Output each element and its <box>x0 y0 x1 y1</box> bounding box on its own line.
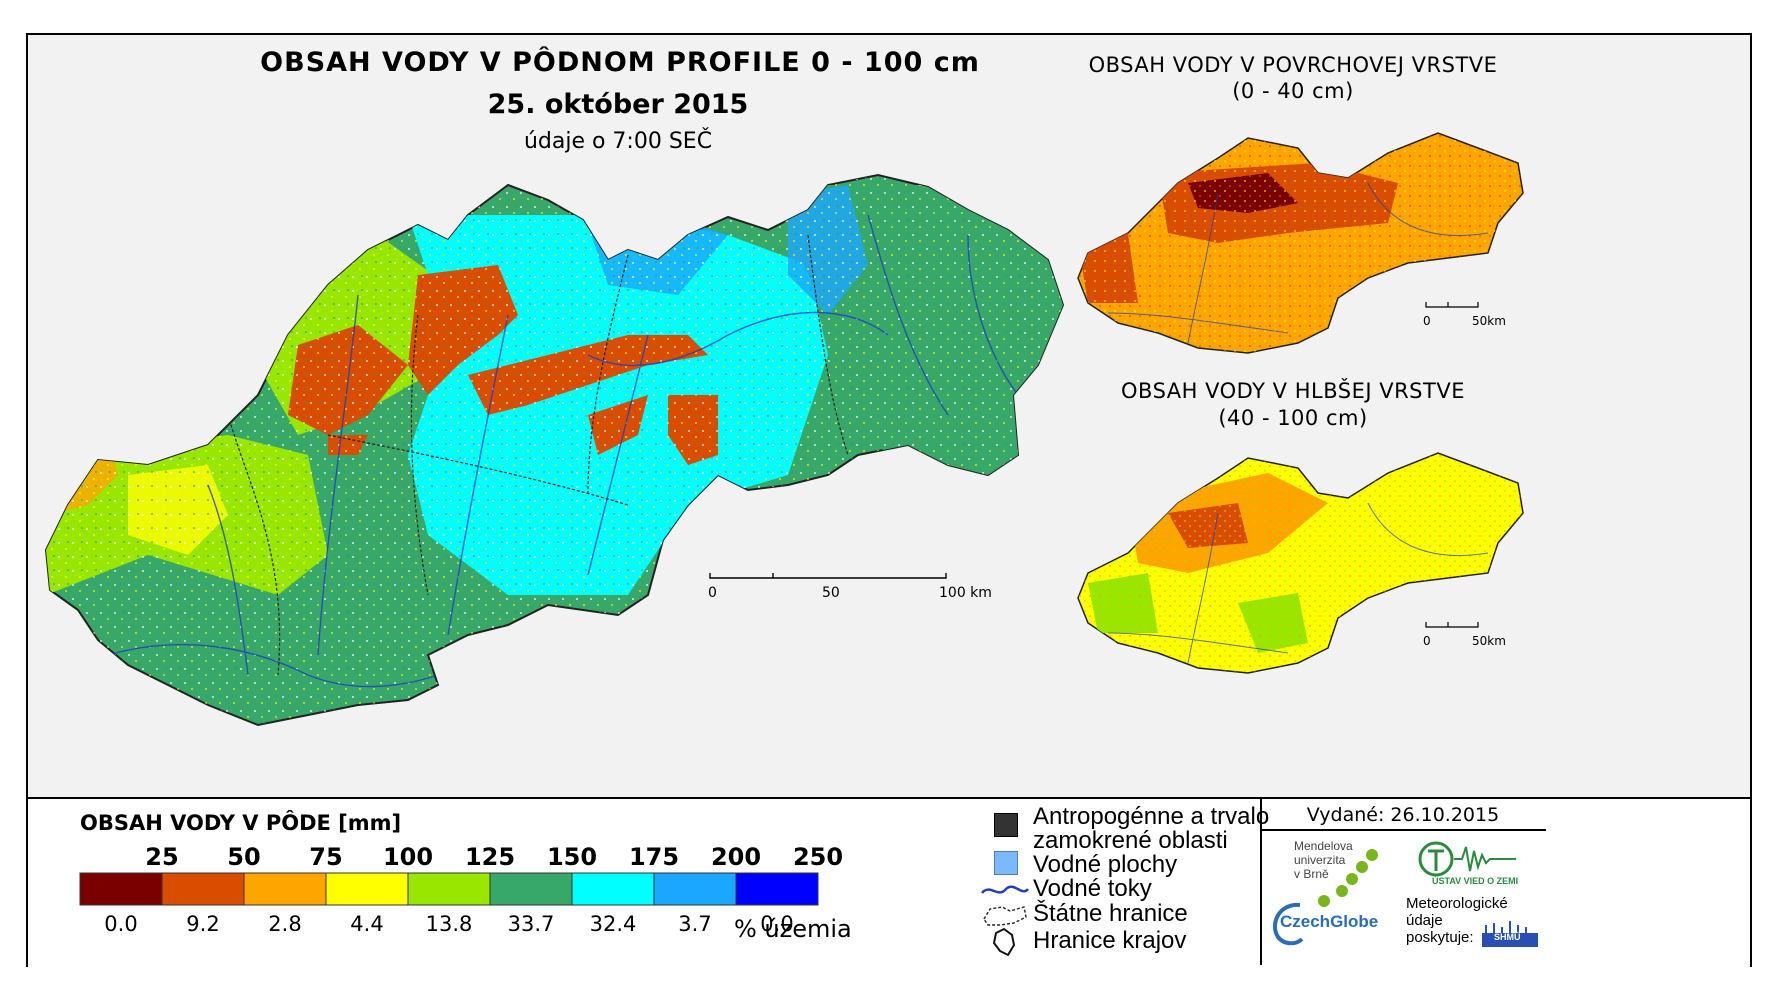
issued-divider <box>1260 829 1546 831</box>
legend-break-9: 250 <box>793 843 843 871</box>
inset-bottom-title-line1: OBSAH VODY V HLBŠEJ VRSTVE <box>1121 379 1465 403</box>
legend-swatch-3 <box>243 872 327 906</box>
key-rivers-label: Vodné toky <box>1033 875 1152 902</box>
ustav-vied-o-zemi-logo-icon <box>1418 841 1516 877</box>
inset-bottom-scale-zero: 0 <box>1423 634 1431 648</box>
legend-break-1: 25 <box>145 843 178 871</box>
legend-break-7: 175 <box>629 843 679 871</box>
key-region-border-symbol <box>992 927 1016 957</box>
legend-percent-1: 0.0 <box>104 912 137 936</box>
key-region-border-label: Hranice krajov <box>1033 927 1187 954</box>
mendel-logo-text-1: Mendelova <box>1294 839 1353 853</box>
legend-break-8: 200 <box>711 843 761 871</box>
main-scale-mid: 50 <box>822 585 840 601</box>
legend-percent-7: 32.4 <box>590 912 637 936</box>
main-map-date: 25. október 2015 <box>487 89 749 120</box>
legend-swatch-7 <box>571 872 655 906</box>
legend-break-6: 150 <box>547 843 597 871</box>
inset-top-scale-end: 50km <box>1472 314 1506 328</box>
legend-percent-8: 3.7 <box>678 912 711 936</box>
meteo-text-3: poskytuje: <box>1406 929 1474 946</box>
legend-swatch-6 <box>489 872 573 906</box>
mendel-dots-icon <box>1318 849 1378 907</box>
legend-panel: OBSAH VODY V PÔDE [mm] 0.0 9.2 2.8 4.4 13.8 3… <box>28 797 1750 967</box>
czechglobe-swirl-icon <box>1272 902 1304 946</box>
shmu-logo-text: SHMÚ <box>1494 932 1521 942</box>
issued-box <box>1260 799 1548 965</box>
key-river-symbol <box>981 885 1029 894</box>
key-anthropogenic-label-1: Antropogénne a trvalo <box>1033 803 1270 830</box>
inset-top-scale-zero: 0 <box>1423 314 1431 328</box>
inset-bottom-scale-end: 50km <box>1472 634 1506 648</box>
legend-percent-9: 0.0 <box>760 912 793 936</box>
meteo-text-1: Meteorologické <box>1406 895 1508 912</box>
legend-swatch-8 <box>653 872 737 906</box>
legend-break-3: 75 <box>309 843 342 871</box>
legend-percent-2: 9.2 <box>186 912 219 936</box>
legend-swatch-1 <box>79 872 163 906</box>
key-anthropogenic-swatch <box>994 813 1018 837</box>
legend-swatch-4 <box>325 872 409 906</box>
inset-top-title-line1: OBSAH VODY V POVRCHOVEJ VRSTVE <box>1088 53 1498 77</box>
mendel-logo-text-2: univerzita <box>1294 853 1346 867</box>
legend-break-2: 50 <box>227 843 260 871</box>
legend-swatch-9 <box>735 872 819 906</box>
legend-percent-6: 33.7 <box>508 912 555 936</box>
key-water-bodies-label: Vodné plochy <box>1033 851 1178 878</box>
key-anthropogenic-label-2: zamokrené oblasti <box>1033 827 1228 854</box>
map-frame: 0 50 100 km OBSAH VODY V PÔDNOM PROFILE … <box>26 33 1752 967</box>
key-water-bodies-swatch <box>994 851 1018 875</box>
key-state-border-symbol <box>983 906 1027 926</box>
main-scale-bar <box>709 573 947 579</box>
legend-swatch-5 <box>407 872 491 906</box>
issued-date: Vydané: 26.10.2015 <box>1306 804 1500 826</box>
inset-top-title-line2: (0 - 40 cm) <box>1232 79 1354 103</box>
legend-break-4: 100 <box>383 843 433 871</box>
inset-bottom-title-line2: (40 - 100 cm) <box>1218 406 1368 430</box>
inset-top-map: 0 50km <box>1077 132 1524 354</box>
meteo-text-2: údaje <box>1406 912 1443 929</box>
legend-percent-3: 2.8 <box>268 912 301 936</box>
main-scale-end: 100 km <box>939 585 992 601</box>
legend-percent-5: 13.8 <box>426 912 473 936</box>
shmu-logo-icon <box>1482 921 1538 947</box>
main-map-title: OBSAH VODY V PÔDNOM PROFILE 0 - 100 cm <box>260 47 980 78</box>
map-panel: 0 50 100 km OBSAH VODY V PÔDNOM PROFILE … <box>28 35 1750 797</box>
legend-break-5: 125 <box>465 843 515 871</box>
main-map-time: údaje o 7:00 SEČ <box>523 129 713 154</box>
legend-title: OBSAH VODY V PÔDE [mm] <box>80 811 402 835</box>
legend-unit: % územia <box>734 915 852 943</box>
inset-bottom-map: 0 50km <box>1077 452 1524 674</box>
mendel-logo-text-3: v Brně <box>1294 867 1329 881</box>
key-state-border-label: Štátne hranice <box>1033 900 1188 927</box>
main-scale-zero: 0 <box>708 585 717 601</box>
legend-swatch-2 <box>161 872 245 906</box>
legend-percent-4: 4.4 <box>350 912 383 936</box>
main-map: 0 50 100 km <box>44 173 1065 727</box>
ustav-logo-text: ÚSTAV VIED O ZEMI <box>1432 876 1519 886</box>
czechglobe-logo: CzechGlobe <box>1280 912 1379 931</box>
color-scale-legend: 0.0 9.2 2.8 4.4 13.8 33.7 32.4 3.7 0.0 25 50 75 100 1… <box>79 843 843 936</box>
